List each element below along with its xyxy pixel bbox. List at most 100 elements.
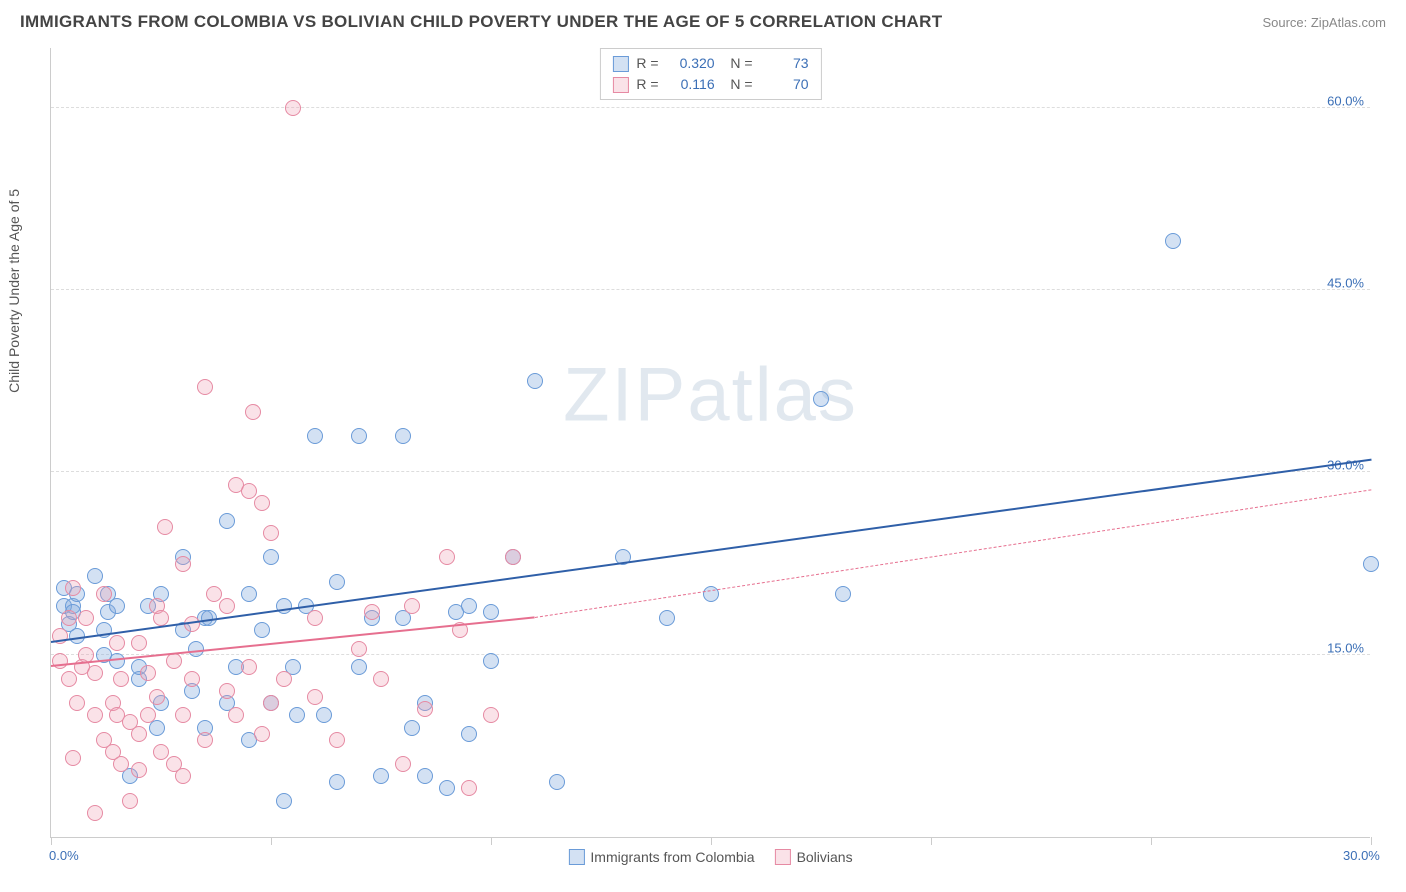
scatter-point (184, 671, 200, 687)
r-value-pink: 0.116 (667, 74, 715, 95)
swatch-blue-icon (612, 56, 628, 72)
x-tick (51, 837, 52, 845)
scatter-point (241, 586, 257, 602)
scatter-point (461, 598, 477, 614)
scatter-point (307, 428, 323, 444)
y-tick-label: 45.0% (1327, 276, 1364, 291)
scatter-point (131, 635, 147, 651)
source-label: Source: ZipAtlas.com (1262, 15, 1386, 30)
scatter-point (175, 768, 191, 784)
scatter-point (87, 707, 103, 723)
scatter-point (329, 574, 345, 590)
scatter-point (228, 707, 244, 723)
scatter-point (276, 793, 292, 809)
scatter-point (527, 373, 543, 389)
x-tick (931, 837, 932, 845)
scatter-point (254, 622, 270, 638)
scatter-point (197, 732, 213, 748)
scatter-point (188, 641, 204, 657)
scatter-point (307, 689, 323, 705)
n-value-blue: 73 (761, 53, 809, 74)
scatter-point (483, 653, 499, 669)
scatter-point (1363, 556, 1379, 572)
x-tick-label: 30.0% (1343, 848, 1380, 863)
header: IMMIGRANTS FROM COLOMBIA VS BOLIVIAN CHI… (20, 12, 1386, 32)
r-label: R = (636, 53, 658, 74)
x-tick (271, 837, 272, 845)
scatter-point (87, 568, 103, 584)
swatch-pink-icon (775, 849, 791, 865)
scatter-point (404, 720, 420, 736)
scatter-point (395, 428, 411, 444)
plot-area: ZIPatlas R = 0.320 N = 73 R = 0.116 N = … (50, 48, 1370, 838)
scatter-point (263, 525, 279, 541)
stats-box: R = 0.320 N = 73 R = 0.116 N = 70 (599, 48, 821, 100)
scatter-point (219, 513, 235, 529)
scatter-point (351, 641, 367, 657)
scatter-point (461, 726, 477, 742)
stats-row-blue: R = 0.320 N = 73 (612, 53, 808, 74)
scatter-point (61, 610, 77, 626)
scatter-point (206, 586, 222, 602)
scatter-point (461, 780, 477, 796)
scatter-point (61, 671, 77, 687)
scatter-point (219, 683, 235, 699)
scatter-point (241, 659, 257, 675)
scatter-point (109, 635, 125, 651)
legend-item-blue: Immigrants from Colombia (568, 849, 754, 865)
scatter-point (254, 726, 270, 742)
scatter-point (65, 750, 81, 766)
legend-label-blue: Immigrants from Colombia (590, 849, 754, 865)
scatter-point (505, 549, 521, 565)
x-tick (1151, 837, 1152, 845)
trend-line (535, 490, 1371, 619)
x-tick (491, 837, 492, 845)
gridline (51, 107, 1370, 108)
scatter-point (153, 744, 169, 760)
scatter-point (417, 768, 433, 784)
scatter-point (109, 598, 125, 614)
x-tick (1371, 837, 1372, 845)
scatter-point (78, 610, 94, 626)
scatter-point (175, 556, 191, 572)
scatter-point (140, 665, 156, 681)
scatter-point (307, 610, 323, 626)
scatter-point (439, 780, 455, 796)
scatter-point (364, 604, 380, 620)
scatter-point (417, 701, 433, 717)
scatter-point (219, 598, 235, 614)
gridline (51, 654, 1370, 655)
chart-title: IMMIGRANTS FROM COLOMBIA VS BOLIVIAN CHI… (20, 12, 942, 32)
scatter-point (316, 707, 332, 723)
scatter-point (329, 732, 345, 748)
legend-label-pink: Bolivians (797, 849, 853, 865)
scatter-point (263, 549, 279, 565)
r-label: R = (636, 74, 658, 95)
scatter-point (351, 428, 367, 444)
scatter-point (483, 707, 499, 723)
scatter-point (289, 707, 305, 723)
x-tick (711, 837, 712, 845)
scatter-point (351, 659, 367, 675)
n-label: N = (723, 74, 753, 95)
n-label: N = (723, 53, 753, 74)
y-tick-label: 60.0% (1327, 93, 1364, 108)
scatter-point (65, 580, 81, 596)
swatch-blue-icon (568, 849, 584, 865)
scatter-point (113, 756, 129, 772)
swatch-pink-icon (612, 77, 628, 93)
scatter-point (113, 671, 129, 687)
gridline (51, 289, 1370, 290)
scatter-point (87, 805, 103, 821)
scatter-point (276, 671, 292, 687)
scatter-point (153, 610, 169, 626)
scatter-point (69, 695, 85, 711)
scatter-point (329, 774, 345, 790)
scatter-point (254, 495, 270, 511)
scatter-point (549, 774, 565, 790)
scatter-point (122, 793, 138, 809)
scatter-point (175, 707, 191, 723)
scatter-point (659, 610, 675, 626)
x-tick-label: 0.0% (49, 848, 79, 863)
scatter-point (241, 483, 257, 499)
